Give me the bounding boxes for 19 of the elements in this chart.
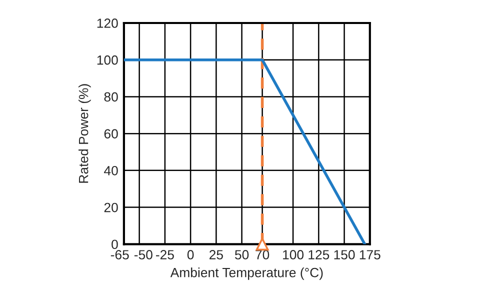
- y-tick-label: 120: [97, 18, 118, 28]
- x-tick-label: 175: [360, 250, 380, 260]
- y-axis-title: Rated Power (%): [78, 84, 91, 183]
- y-tick-label: 100: [97, 55, 118, 65]
- y-tick-label: 40: [104, 166, 118, 176]
- x-tick-label: 0: [187, 250, 194, 260]
- y-tick-label: 60: [104, 129, 118, 138]
- x-tick-label: 125: [308, 250, 330, 260]
- x-tick-label: 100: [283, 250, 304, 260]
- x-tick-label: 25: [210, 250, 223, 260]
- x-axis-title: Ambient Temperature (°C): [170, 268, 323, 280]
- y-tick-label: 0: [112, 240, 118, 250]
- y-tick-label: 20: [104, 202, 118, 212]
- x-tick-label: -65: [110, 250, 129, 260]
- x-tick-label: 50: [234, 250, 249, 260]
- x-tick-label: -50: [134, 250, 152, 260]
- y-tick-label: 80: [104, 92, 118, 102]
- x-tick-label: -25: [156, 250, 174, 260]
- x-tick-label: 150: [334, 250, 355, 260]
